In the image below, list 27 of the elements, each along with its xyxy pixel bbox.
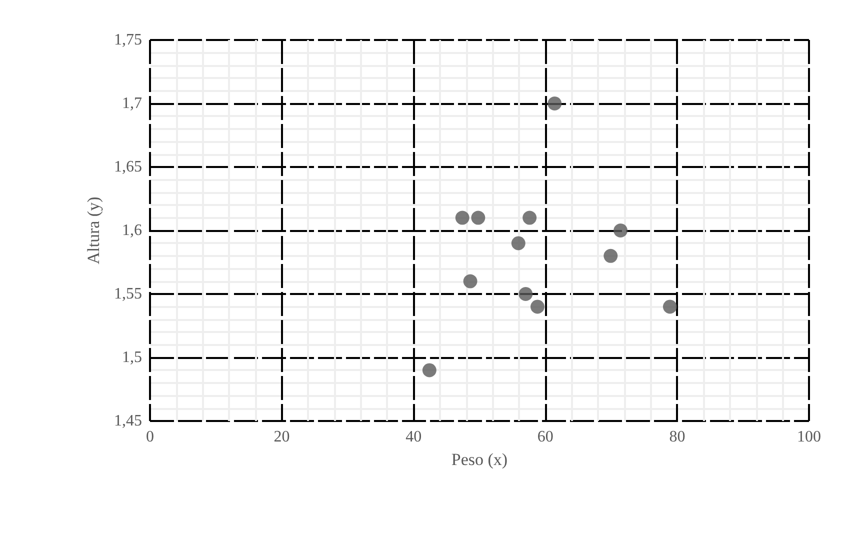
point (530, 300, 544, 314)
x-tick-label: 40 (406, 428, 422, 446)
y-tick-label: 1,5 (122, 349, 142, 366)
point (455, 210, 470, 225)
x-tick-label: 20 (274, 428, 290, 446)
y-tick-label: 1,6 (122, 222, 142, 239)
y-tick-label: 1,65 (114, 158, 142, 176)
y-tick-label: 1,45 (114, 412, 142, 430)
y-tick-label: 1,55 (114, 286, 142, 302)
point (518, 287, 533, 301)
y-tick-label: 1,7 (122, 95, 142, 112)
x-tick-label: 60 (537, 428, 554, 446)
point (471, 210, 486, 225)
point (422, 363, 436, 378)
x-tick-label: 0 (146, 428, 154, 446)
point (463, 274, 478, 288)
y-axis-title: Altura (y) (84, 196, 103, 264)
point (548, 96, 562, 110)
x-tick-label: 80 (669, 428, 686, 446)
point (662, 300, 677, 314)
x-axis-title: Peso (x) (451, 450, 508, 469)
point (614, 224, 628, 238)
point (511, 236, 526, 250)
x-tick-label: 100 (797, 428, 821, 446)
point (522, 210, 537, 225)
y-tick-label: 1,75 (114, 32, 142, 48)
point (604, 248, 618, 263)
